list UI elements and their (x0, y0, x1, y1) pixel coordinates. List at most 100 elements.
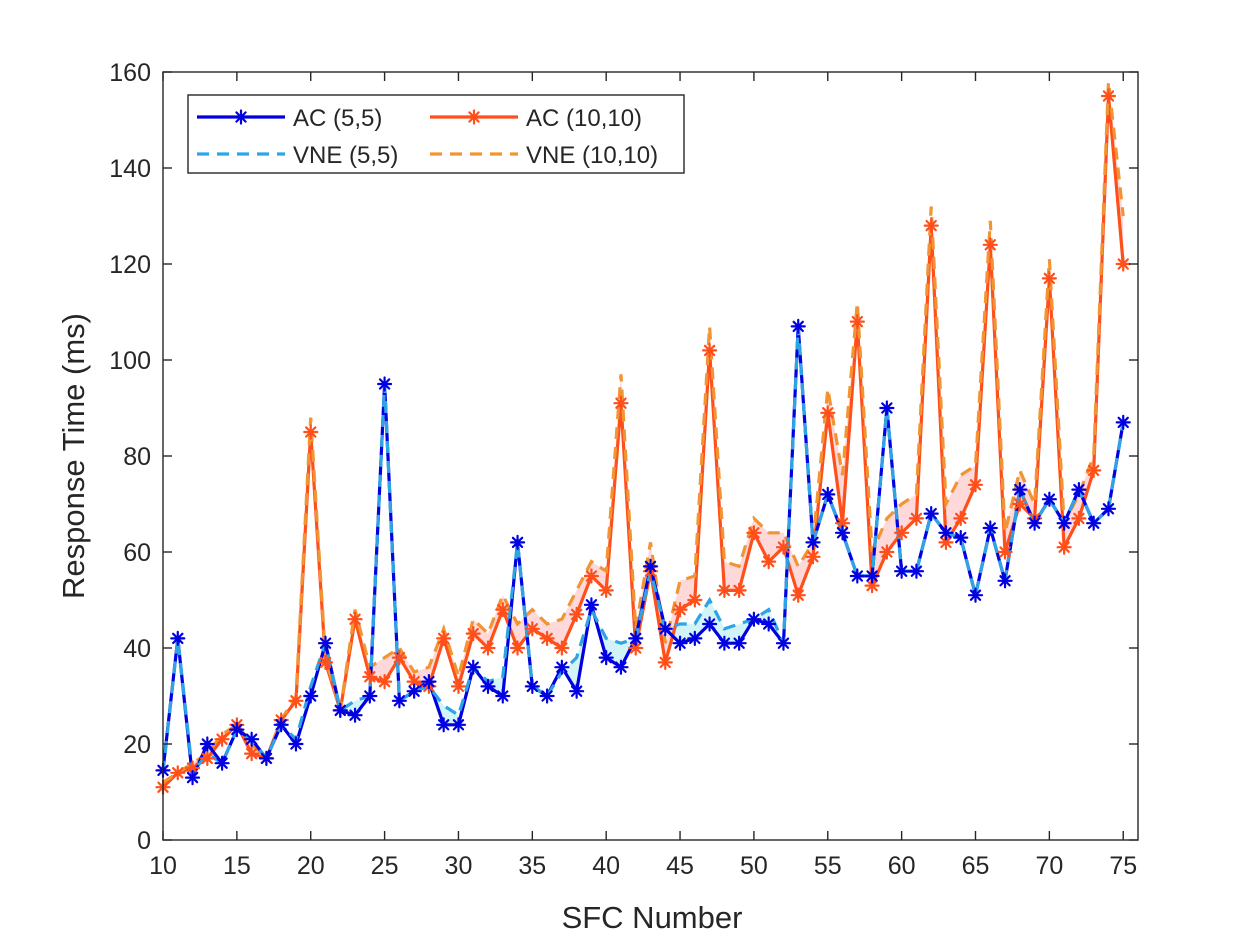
x-tick-label: 15 (223, 852, 251, 880)
data-point-ac-10-10 (436, 630, 452, 647)
data-point-ac-5-5 (598, 649, 614, 666)
data-point-ac-5-5 (273, 717, 289, 733)
data-point-ac-5-5 (421, 673, 437, 690)
data-point-ac-5-5 (184, 769, 201, 786)
data-point-ac-10-10 (347, 611, 363, 627)
data-point-ac-10-10 (953, 510, 969, 527)
data-point-ac-5-5 (938, 525, 954, 541)
data-point-ac-10-10 (672, 601, 688, 618)
data-point-ac-5-5 (879, 400, 895, 416)
data-point-ac-10-10 (687, 592, 703, 608)
data-point-ac-10-10 (628, 640, 644, 656)
x-axis-label: SFC Number (562, 900, 743, 935)
data-point-ac-5-5 (908, 563, 925, 579)
data-point-ac-5-5 (997, 573, 1013, 589)
data-point-ac-10-10 (1100, 88, 1117, 104)
data-point-ac-5-5 (436, 717, 452, 733)
legend-label: VNE (5,5) (293, 142, 398, 169)
data-point-ac-10-10 (569, 606, 585, 623)
data-point-ac-5-5 (761, 616, 777, 632)
y-tick-label: 100 (109, 347, 151, 375)
data-point-ac-5-5 (332, 702, 348, 719)
data-point-ac-10-10 (879, 544, 895, 560)
data-point-ac-10-10 (613, 395, 629, 411)
data-point-ac-5-5 (170, 630, 186, 647)
data-point-ac-5-5 (406, 683, 422, 699)
x-tick-label: 20 (297, 852, 325, 880)
data-point-ac-10-10 (598, 582, 614, 599)
data-point-ac-5-5 (229, 721, 245, 738)
data-point-ac-10-10 (731, 582, 747, 599)
data-point-ac-10-10 (1056, 539, 1072, 555)
data-point-ac-5-5 (554, 659, 570, 675)
legend: AC (5,5) AC (10,10) VNE (5,5) VNE (10,10) (187, 94, 685, 174)
data-point-ac-10-10 (214, 731, 230, 747)
data-point-ac-5-5 (214, 755, 230, 771)
data-point-ac-10-10 (1041, 270, 1057, 286)
data-point-ac-10-10 (657, 654, 673, 671)
legend-label: VNE (10,10) (526, 142, 658, 169)
data-point-ac-10-10 (746, 525, 762, 541)
data-point-ac-5-5 (1071, 482, 1087, 498)
data-point-ac-5-5 (864, 568, 880, 584)
data-point-ac-10-10 (199, 750, 215, 767)
y-tick-label: 20 (123, 731, 151, 759)
data-point-ac-5-5 (1041, 491, 1057, 507)
plot-area (155, 81, 1131, 795)
data-point-ac-10-10 (820, 405, 836, 421)
y-tick-label: 120 (109, 251, 151, 279)
data-point-ac-5-5 (672, 635, 688, 651)
data-point-ac-10-10 (362, 669, 378, 685)
data-point-ac-5-5 (1056, 515, 1072, 531)
data-point-ac-10-10 (775, 539, 792, 555)
data-point-ac-5-5 (480, 678, 496, 695)
data-point-ac-5-5 (849, 568, 865, 584)
data-point-ac-5-5 (775, 635, 792, 651)
data-point-ac-5-5 (450, 717, 467, 733)
data-point-ac-10-10 (805, 549, 821, 565)
x-tick-label: 50 (740, 852, 768, 880)
data-point-ac-10-10 (539, 630, 555, 647)
data-point-ac-5-5 (731, 635, 747, 651)
series-line-vne-10-10 (162, 81, 1125, 784)
data-point-ac-10-10 (509, 640, 526, 656)
data-point-ac-5-5 (317, 635, 334, 651)
legend-label: AC (10,10) (526, 105, 642, 132)
data-point-ac-10-10 (1115, 256, 1131, 272)
data-point-ac-10-10 (303, 424, 319, 440)
data-point-ac-5-5 (953, 529, 969, 546)
x-tick-label: 55 (814, 852, 842, 880)
data-point-ac-5-5 (1115, 414, 1131, 430)
data-point-ac-10-10 (480, 640, 496, 656)
y-tick-label: 60 (123, 539, 151, 567)
data-point-ac-10-10 (450, 678, 467, 695)
data-point-ac-5-5 (495, 688, 511, 704)
data-point-ac-5-5 (820, 486, 836, 502)
data-point-ac-5-5 (199, 736, 215, 752)
x-tick-label: 70 (1035, 852, 1063, 880)
series-line-vne-5-5 (161, 326, 1125, 777)
data-point-ac-10-10 (170, 765, 186, 781)
x-tick-label: 75 (1109, 852, 1137, 880)
data-point-ac-10-10 (244, 745, 260, 762)
data-point-ac-10-10 (288, 693, 304, 709)
data-point-ac-5-5 (288, 736, 304, 752)
data-point-ac-5-5 (642, 558, 659, 575)
data-point-ac-5-5 (716, 635, 732, 651)
legend-marker (466, 109, 482, 125)
data-point-ac-10-10 (967, 477, 984, 493)
data-point-ac-5-5 (657, 621, 673, 637)
x-tick-label: 25 (371, 852, 399, 880)
x-tick-label: 40 (592, 852, 620, 880)
y-tick-label: 140 (109, 155, 151, 183)
data-point-ac-5-5 (790, 318, 806, 334)
data-point-ac-5-5 (1086, 515, 1102, 531)
legend-entry: VNE (5,5) (197, 142, 398, 169)
data-point-ac-5-5 (613, 659, 629, 675)
data-point-ac-5-5 (628, 630, 644, 647)
data-point-ac-5-5 (244, 731, 260, 747)
y-tick-label: 0 (137, 827, 151, 855)
legend-marker (233, 109, 249, 125)
data-point-ac-10-10 (465, 625, 481, 642)
data-point-ac-10-10 (701, 342, 718, 358)
